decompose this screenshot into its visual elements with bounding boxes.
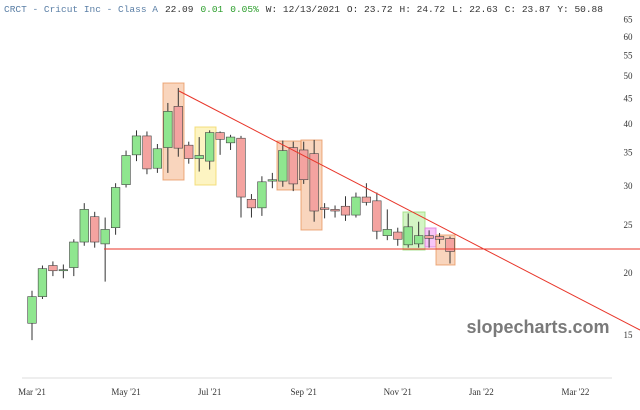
x-tick-label: Mar '21: [18, 387, 46, 397]
candle-body: [319, 207, 330, 210]
candle-body: [288, 147, 298, 185]
candle-body: [163, 111, 173, 148]
candle-body: [152, 148, 163, 169]
y-tick-label: 20: [624, 268, 634, 278]
candle-body: [121, 155, 131, 185]
header-stat: O: 23.72: [347, 4, 393, 15]
watermark: slopecharts.com: [466, 317, 609, 337]
y-tick-label: 60: [624, 32, 634, 42]
candle-body: [330, 209, 340, 212]
candle-body: [131, 135, 142, 156]
candle-body: [445, 238, 455, 252]
candle-body: [372, 200, 382, 232]
candle-body: [414, 235, 424, 245]
candle-body: [27, 296, 37, 324]
candle-body: [434, 236, 445, 240]
y-tick-label: 30: [624, 181, 634, 191]
candle-body: [267, 179, 277, 182]
header-stat: 22.09: [165, 4, 194, 15]
candle-body: [351, 196, 361, 216]
x-tick-label: May '21: [111, 387, 140, 397]
candle-body: [173, 106, 183, 149]
candle-body: [299, 149, 309, 181]
y-tick-label: 50: [624, 71, 634, 81]
candle-body: [100, 229, 110, 245]
header-stat: 0.01: [200, 4, 223, 15]
candle-body: [225, 136, 236, 144]
candle-body: [184, 144, 194, 159]
candle-body: [393, 231, 403, 240]
x-tick-label: Jul '21: [198, 387, 221, 397]
candle-body: [142, 135, 152, 170]
header-stat: C: 23.87: [505, 4, 551, 15]
y-tick-label: 25: [624, 220, 634, 230]
x-tick-label: Jan '22: [469, 387, 494, 397]
candle-body: [37, 268, 48, 297]
candle-body: [236, 137, 246, 198]
x-tick-label: Nov '21: [384, 387, 412, 397]
x-tick-label: Mar '22: [561, 387, 589, 397]
candle-body: [111, 187, 121, 228]
ticker-title: CRCT - Cricut Inc - Class A: [4, 4, 158, 15]
x-tick-label: Sep '21: [291, 387, 317, 397]
candle-body: [205, 132, 215, 162]
y-tick-label: 65: [624, 15, 634, 25]
candle-body: [278, 150, 288, 182]
header-stat: L: 22.63: [452, 4, 498, 15]
candle-body: [215, 132, 225, 140]
y-tick-label: 15: [624, 330, 634, 340]
header-stat: W: 12/13/2021: [266, 4, 340, 15]
candle-body: [48, 265, 58, 272]
candle-body: [424, 235, 434, 239]
candle-body: [194, 155, 204, 159]
y-tick-label: 45: [624, 94, 634, 104]
header: CRCT - Cricut Inc - Class A 22.09 0.01 0.05…: [4, 4, 603, 15]
header-stat: H: 24.72: [400, 4, 446, 15]
candle-body: [257, 181, 267, 209]
candle-body: [90, 216, 100, 243]
candle-body: [246, 199, 257, 209]
y-tick-label: 35: [624, 148, 634, 158]
trend-line: [178, 90, 640, 331]
y-tick-label: 55: [624, 50, 634, 60]
candle-body: [382, 229, 392, 236]
header-stat: 0.05%: [230, 4, 259, 15]
candle-body: [403, 226, 413, 246]
candle-body: [309, 153, 319, 212]
header-stat: Y: 50.88: [557, 4, 603, 15]
candle-body: [69, 241, 79, 268]
y-tick-label: 40: [624, 119, 634, 129]
candle-body: [361, 196, 372, 203]
candles: [27, 87, 455, 341]
candle-body: [340, 205, 351, 216]
candle-body: [58, 269, 68, 272]
candle-body: [79, 209, 89, 243]
